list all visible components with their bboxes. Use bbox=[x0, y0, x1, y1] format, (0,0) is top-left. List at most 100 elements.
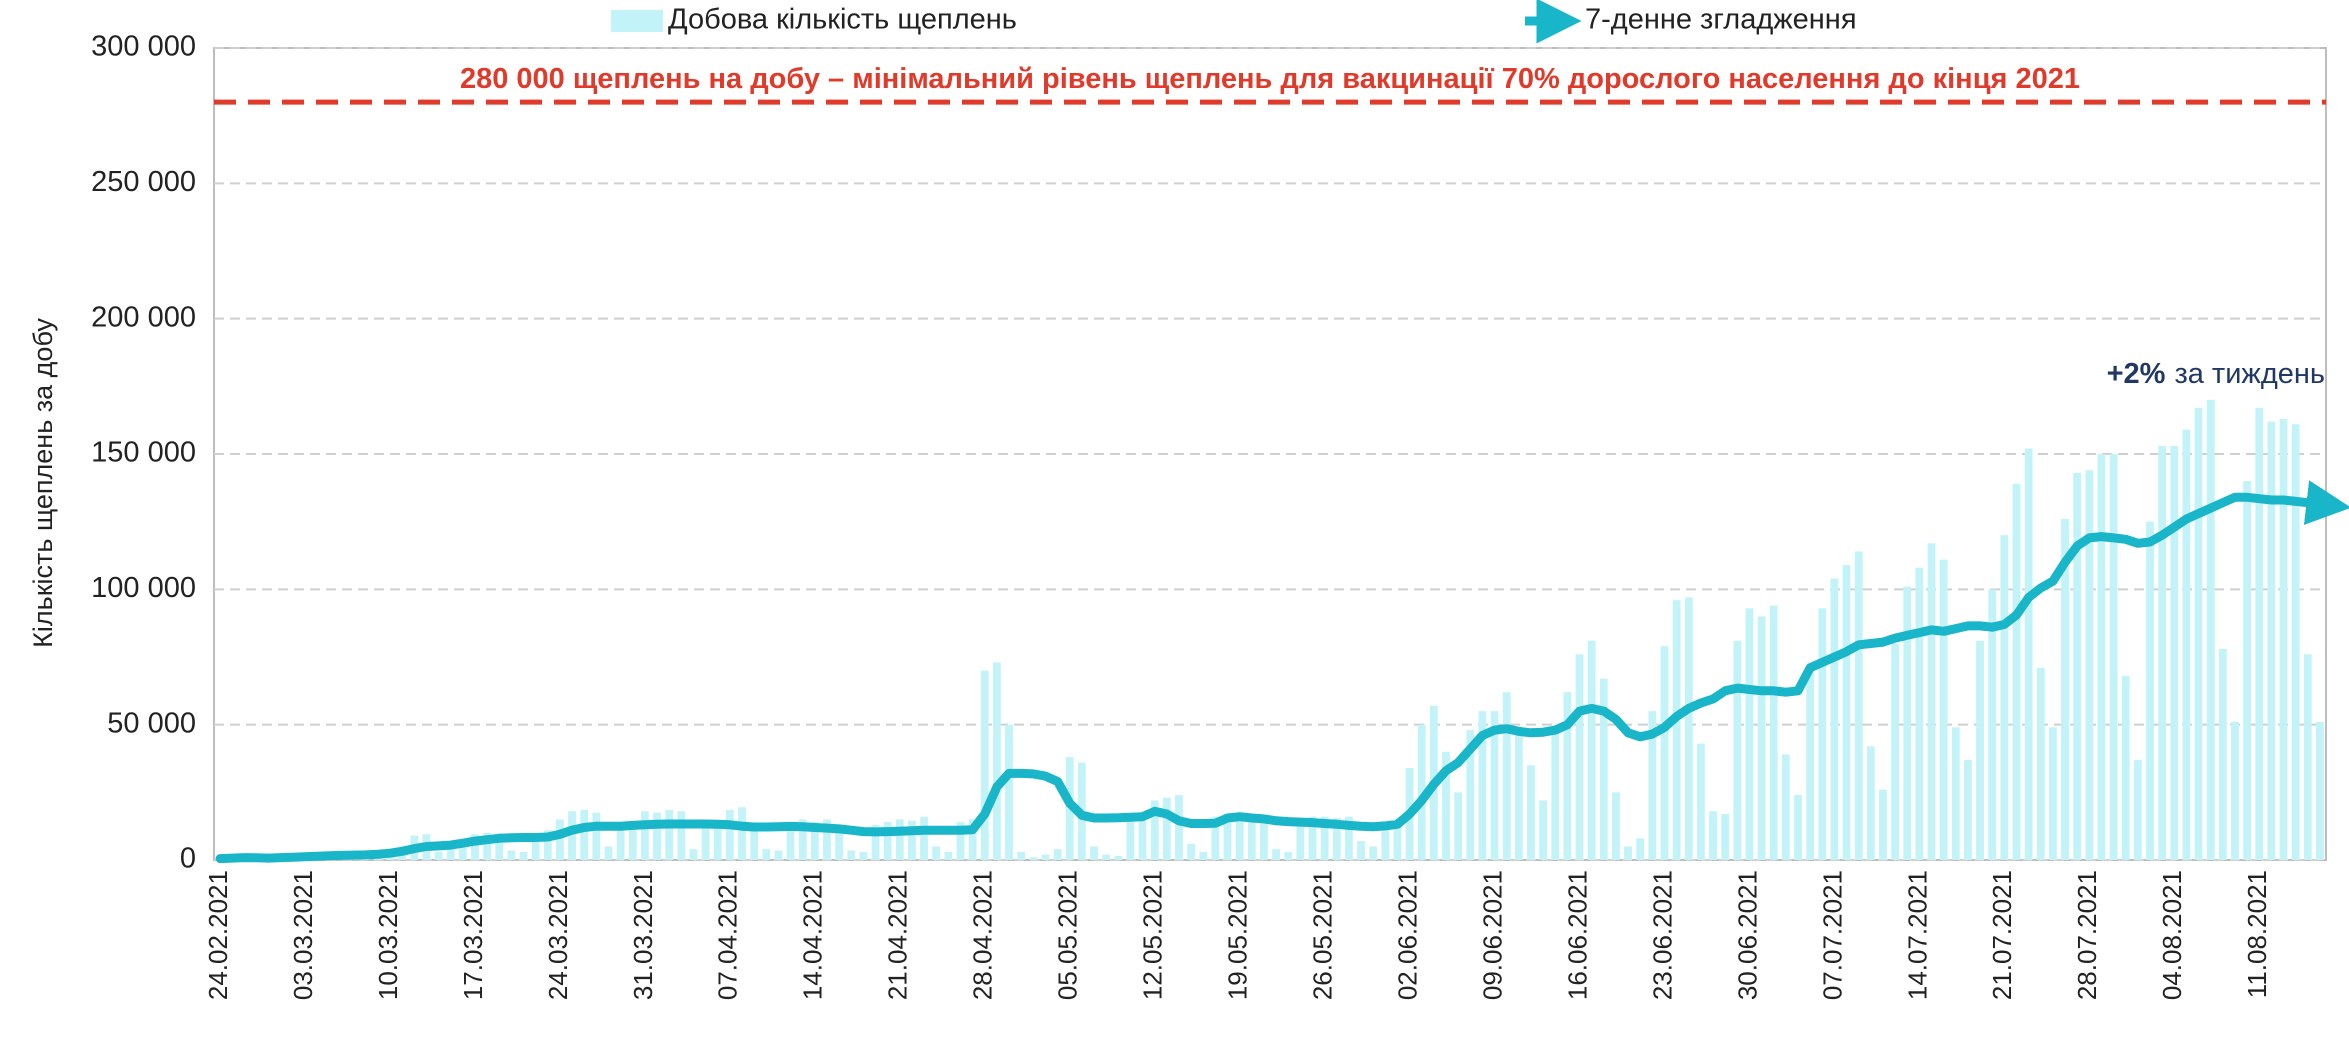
bar bbox=[1563, 692, 1572, 860]
bar bbox=[2097, 454, 2106, 860]
bar bbox=[1672, 600, 1681, 860]
bar bbox=[713, 822, 722, 860]
bar bbox=[519, 851, 528, 860]
bar bbox=[786, 822, 795, 860]
x-tick-label: 30.06.2021 bbox=[1732, 870, 1762, 1000]
annotation-text: за тиждень bbox=[2174, 358, 2325, 390]
bar bbox=[568, 811, 576, 860]
bar bbox=[859, 851, 868, 860]
bar bbox=[1879, 789, 1887, 860]
bar bbox=[2133, 759, 2142, 860]
bar bbox=[2024, 448, 2033, 860]
bar bbox=[2243, 481, 2251, 860]
x-tick-label: 21.04.2021 bbox=[883, 870, 913, 1000]
bar bbox=[968, 819, 977, 860]
x-tick-label: 04.08.2021 bbox=[2157, 870, 2187, 1000]
bar bbox=[1199, 851, 1208, 860]
x-tick-label: 07.07.2021 bbox=[1817, 870, 1847, 1000]
bar bbox=[2218, 648, 2227, 860]
bar bbox=[1162, 797, 1171, 860]
y-tick-label: 0 bbox=[180, 843, 196, 875]
bar bbox=[2182, 429, 2191, 860]
legend-label: Добова кількість щеплень bbox=[668, 4, 1017, 36]
bar bbox=[2049, 727, 2057, 860]
bar bbox=[580, 809, 589, 860]
bar bbox=[1757, 616, 1766, 860]
bar bbox=[2073, 472, 2082, 860]
bar bbox=[1466, 730, 1475, 860]
x-tick-label: 16.06.2021 bbox=[1562, 870, 1592, 1000]
bar bbox=[1102, 854, 1111, 860]
bar bbox=[1964, 759, 1972, 860]
bar bbox=[1648, 711, 1657, 860]
x-tick-label: 24.02.2021 bbox=[203, 870, 233, 1000]
y-tick-label: 300 000 bbox=[91, 31, 196, 63]
bar bbox=[883, 822, 892, 860]
bar bbox=[1781, 754, 1790, 860]
bar bbox=[1114, 855, 1123, 860]
bar bbox=[1854, 551, 1863, 860]
bar bbox=[2194, 407, 2203, 860]
bar bbox=[1393, 819, 1402, 860]
bar bbox=[810, 822, 819, 860]
bar bbox=[1915, 567, 1924, 860]
bar bbox=[1660, 646, 1669, 860]
bar bbox=[641, 811, 649, 860]
legend-label: 7-денне згладження bbox=[1585, 4, 1857, 36]
bar bbox=[1029, 857, 1038, 860]
x-tick-label: 14.07.2021 bbox=[1902, 870, 1932, 1000]
bar bbox=[1175, 795, 1183, 860]
bar bbox=[471, 834, 479, 860]
x-tick-label: 07.04.2021 bbox=[713, 870, 743, 1000]
bar bbox=[1988, 589, 1997, 860]
bar bbox=[677, 811, 686, 860]
legend-swatch bbox=[611, 10, 663, 32]
bar bbox=[1490, 711, 1499, 860]
x-tick-label: 28.07.2021 bbox=[2072, 870, 2102, 1000]
bar bbox=[908, 820, 916, 860]
y-tick-label: 200 000 bbox=[91, 301, 196, 333]
bar bbox=[1599, 678, 1608, 860]
bar bbox=[1866, 746, 1875, 860]
x-tick-label: 28.04.2021 bbox=[968, 870, 998, 1000]
x-tick-label: 26.05.2021 bbox=[1307, 870, 1337, 1000]
x-tick-label: 05.05.2021 bbox=[1053, 870, 1083, 1000]
bar bbox=[507, 850, 516, 860]
bar bbox=[1697, 743, 1705, 860]
bar bbox=[1211, 816, 1220, 860]
bar bbox=[2279, 418, 2288, 860]
bar bbox=[1818, 608, 1827, 860]
bar bbox=[1612, 792, 1620, 860]
bar bbox=[774, 850, 783, 860]
y-tick-label: 250 000 bbox=[91, 166, 196, 198]
bar bbox=[1417, 724, 1426, 860]
bar bbox=[835, 827, 843, 860]
bar bbox=[2206, 399, 2215, 860]
bar bbox=[980, 670, 989, 860]
y-tick-label: 150 000 bbox=[91, 437, 196, 469]
bar bbox=[446, 845, 455, 860]
bar bbox=[1053, 849, 1062, 860]
bar bbox=[2170, 445, 2179, 860]
bar bbox=[2061, 518, 2069, 860]
x-tick-label: 12.05.2021 bbox=[1138, 870, 1168, 1000]
bar bbox=[1891, 643, 1899, 860]
bar bbox=[1478, 711, 1487, 860]
bar bbox=[1381, 822, 1390, 860]
bar bbox=[2316, 721, 2324, 860]
bar bbox=[1539, 800, 1547, 860]
bar bbox=[458, 843, 467, 860]
bar bbox=[1927, 543, 1936, 860]
bar bbox=[2158, 445, 2167, 860]
bar bbox=[1939, 559, 1948, 860]
bar bbox=[750, 824, 759, 860]
bar bbox=[738, 807, 746, 860]
x-tick-label: 31.03.2021 bbox=[628, 870, 658, 1000]
bar bbox=[1260, 819, 1268, 860]
bar bbox=[1247, 816, 1256, 860]
bar bbox=[1138, 813, 1147, 860]
bar bbox=[653, 812, 661, 860]
bar bbox=[1769, 605, 1778, 860]
bar bbox=[434, 851, 443, 860]
